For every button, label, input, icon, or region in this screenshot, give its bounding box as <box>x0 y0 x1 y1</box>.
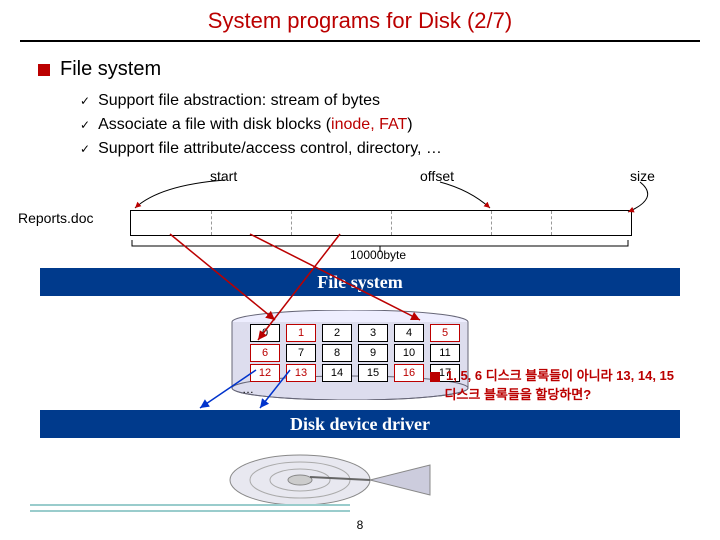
check-icon: ✓ <box>80 118 90 132</box>
label-start: start <box>210 168 237 184</box>
label-offset: offset <box>420 168 454 184</box>
disk-block: 7 <box>286 344 316 362</box>
footer-stripe <box>30 504 350 512</box>
disk-block: 9 <box>358 344 388 362</box>
file-seg <box>491 211 492 235</box>
grid-ellipsis: … <box>242 382 254 396</box>
disk-block: 0 <box>250 324 280 342</box>
bullet-2: ✓ Associate a file with disk blocks (inod… <box>80 116 413 134</box>
bar-diskdriver: Disk device driver <box>40 410 680 438</box>
disk-block: 3 <box>358 324 388 342</box>
disk-block: 12 <box>250 364 280 382</box>
annotation: 1, 5, 6 디스크 블록들이 아니라 13, 14, 15 디스크 블록들을… <box>430 365 674 403</box>
bullet-3: ✓ Support file attribute/access control, … <box>80 140 442 158</box>
bullet-2-red: inode, FAT <box>331 116 407 133</box>
bullet-1-text: Support file abstraction: stream of byte… <box>98 92 380 109</box>
bullet-square-icon <box>430 372 440 382</box>
annotation-line1: 1, 5, 6 디스크 블록들이 아니라 13, 14, 15 <box>446 368 674 383</box>
file-seg <box>211 211 212 235</box>
page-number: 8 <box>0 518 720 532</box>
file-seg <box>291 211 292 235</box>
check-icon: ✓ <box>80 94 90 108</box>
disk-block: 10 <box>394 344 424 362</box>
check-icon: ✓ <box>80 142 90 156</box>
annotation-line2: 디스크 블록들을 할당하면? <box>444 387 591 402</box>
page-title: System programs for Disk (2/7) <box>0 8 720 34</box>
bullet-square-icon <box>38 64 50 76</box>
bullet-3-text: Support file attribute/access control, d… <box>98 140 442 157</box>
label-size: size <box>630 168 655 184</box>
disk-block: 15 <box>358 364 388 382</box>
file-seg <box>551 211 552 235</box>
disk-block: 13 <box>286 364 316 382</box>
section-heading: File system <box>38 58 161 81</box>
disk-block: 1 <box>286 324 316 342</box>
section-text: File system <box>60 58 161 80</box>
label-doc: Reports.doc <box>18 210 93 226</box>
bar-filesystem: File system <box>40 268 680 296</box>
disk-block: 11 <box>430 344 460 362</box>
bullet-2-post: ) <box>407 116 412 133</box>
slide: System programs for Disk (2/7) File syst… <box>0 0 720 540</box>
disk-block: 8 <box>322 344 352 362</box>
disk-block: 6 <box>250 344 280 362</box>
label-bytes: 10000byte <box>350 248 406 262</box>
disk-block: 16 <box>394 364 424 382</box>
bullet-1: ✓ Support file abstraction: stream of byt… <box>80 92 380 110</box>
disk-block: 5 <box>430 324 460 342</box>
disk-block: 2 <box>322 324 352 342</box>
file-bar <box>130 210 632 236</box>
title-rule <box>20 40 700 42</box>
bullet-2-pre: Associate a file with disk blocks ( <box>98 116 331 133</box>
file-seg <box>391 211 392 235</box>
disk-block: 4 <box>394 324 424 342</box>
disk-block: 14 <box>322 364 352 382</box>
